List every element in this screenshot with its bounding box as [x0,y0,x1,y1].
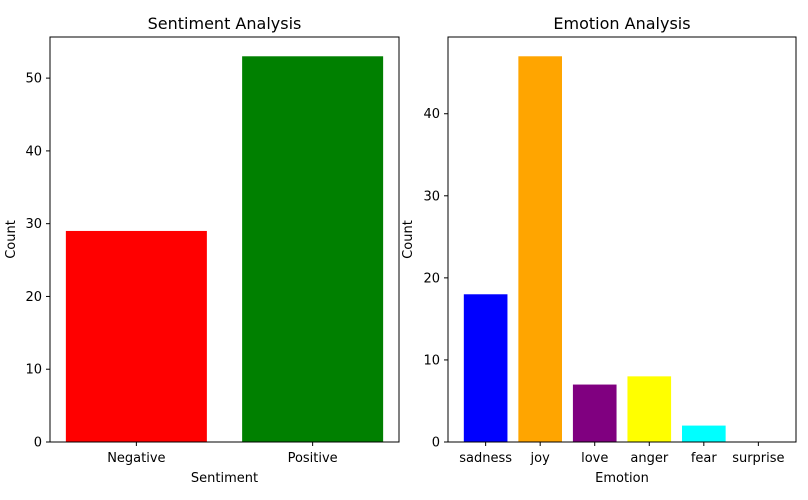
sentiment-x-axis-label: Sentiment [191,471,258,486]
sentiment-y-tick-label: 20 [25,290,42,305]
emotion-chart-title: Emotion Analysis [553,14,690,33]
emotion-y-ticks: 0 10 20 30 40 [423,107,448,451]
sentiment-chart: Sentiment Analysis 0 10 20 30 40 50 Negative P… [4,14,400,486]
emotion-x-tick-label: joy [530,451,551,466]
emotion-x-tick-label: fear [691,451,718,466]
emotion-y-tick-label: 10 [423,353,440,368]
emotion-y-axis-label: Count [401,220,416,259]
emotion-bar-joy [518,56,562,443]
emotion-bar-sadness [463,294,508,442]
sentiment-y-tick-label: 50 [25,72,42,87]
sentiment-y-tick-label: 10 [25,363,42,378]
sentiment-x-ticks: Negative Positive [107,442,338,466]
sentiment-bars [65,56,384,443]
sentiment-y-tick-label: 0 [34,436,42,451]
sentiment-bar-negative [65,230,207,442]
sentiment-y-tick-label: 30 [25,217,42,232]
emotion-y-tick-label: 0 [432,436,440,451]
emotion-x-ticks: sadness joy love anger fear surprise [459,442,785,466]
emotion-x-tick-label: sadness [459,451,512,466]
emotion-axes-frame [447,36,797,443]
sentiment-x-tick-label: Negative [107,451,165,466]
sentiment-chart-title: Sentiment Analysis [148,14,302,33]
emotion-bar-anger [627,376,672,442]
emotion-bar-love [572,384,617,442]
emotion-x-tick-label: love [581,451,608,466]
emotion-bar-fear [682,425,726,442]
emotion-bars [463,56,726,443]
sentiment-bar-positive [242,56,384,443]
sentiment-y-axis-label: Count [4,220,19,259]
emotion-y-tick-label: 30 [423,189,440,204]
sentiment-y-tick-label: 40 [25,144,42,159]
emotion-x-tick-label: anger [630,451,668,466]
emotion-y-tick-label: 20 [423,271,440,286]
sentiment-axes-frame [49,36,400,443]
sentiment-x-tick-label: Positive [288,451,338,466]
emotion-x-tick-label: surprise [732,451,784,466]
emotion-x-axis-label: Emotion [595,471,649,486]
emotion-y-tick-label: 40 [423,107,440,122]
emotion-chart: Emotion Analysis 0 10 20 30 40 sadness joy lov… [401,14,797,486]
sentiment-y-ticks: 0 10 20 30 40 50 [25,72,50,451]
